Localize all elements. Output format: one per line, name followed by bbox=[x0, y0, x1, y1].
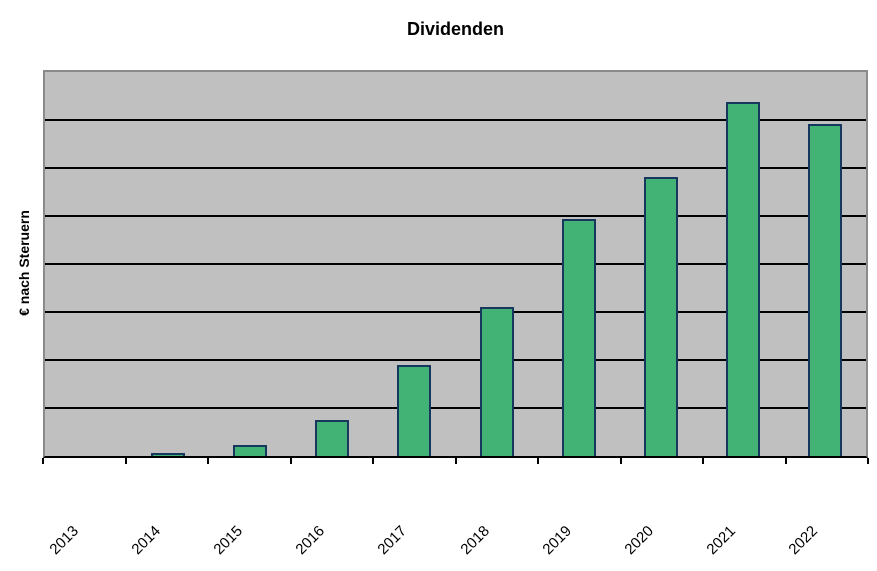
x-axis-tick bbox=[125, 458, 127, 464]
x-axis-label-2022: 2022 bbox=[785, 522, 822, 559]
x-axis-tick bbox=[372, 458, 374, 464]
gridline bbox=[45, 215, 866, 217]
gridline bbox=[45, 311, 866, 313]
bar-2015 bbox=[233, 445, 267, 456]
bar-2020 bbox=[644, 177, 678, 456]
bar-2019 bbox=[562, 219, 596, 456]
x-axis-tick bbox=[537, 458, 539, 464]
gridline bbox=[45, 167, 866, 169]
x-axis-tick bbox=[702, 458, 704, 464]
bar-2014 bbox=[151, 453, 185, 456]
bar-2017 bbox=[397, 365, 431, 456]
x-axis-tick bbox=[455, 458, 457, 464]
bar-2018 bbox=[480, 307, 514, 456]
gridlines-group bbox=[45, 72, 866, 456]
bar-2021 bbox=[726, 102, 760, 456]
x-axis-label-2013: 2013 bbox=[46, 522, 83, 559]
x-axis-label-2018: 2018 bbox=[457, 522, 494, 559]
gridline bbox=[45, 263, 866, 265]
x-axis-label-2017: 2017 bbox=[374, 522, 411, 559]
x-axis-label-2019: 2019 bbox=[539, 522, 576, 559]
y-axis-title: € nach Steruern bbox=[16, 210, 32, 316]
gridline bbox=[45, 407, 866, 409]
x-axis-tick bbox=[42, 458, 44, 464]
x-axis-label-2014: 2014 bbox=[128, 522, 165, 559]
x-axis-tick bbox=[620, 458, 622, 464]
chart-title: Dividenden bbox=[406, 19, 504, 39]
bar-2022 bbox=[808, 124, 842, 456]
gridline bbox=[45, 119, 866, 121]
x-axis-label-2021: 2021 bbox=[703, 522, 740, 559]
x-axis-tick bbox=[867, 458, 869, 464]
x-axis-label-2015: 2015 bbox=[210, 522, 247, 559]
bars-group bbox=[45, 72, 866, 456]
gridline bbox=[45, 359, 866, 361]
x-axis-label-2020: 2020 bbox=[621, 522, 658, 559]
plot-area bbox=[43, 70, 868, 458]
x-axis-label-2016: 2016 bbox=[292, 522, 329, 559]
x-axis-tick bbox=[290, 458, 292, 464]
x-axis-tick bbox=[207, 458, 209, 464]
x-axis-tick bbox=[785, 458, 787, 464]
bar-2016 bbox=[315, 420, 349, 456]
